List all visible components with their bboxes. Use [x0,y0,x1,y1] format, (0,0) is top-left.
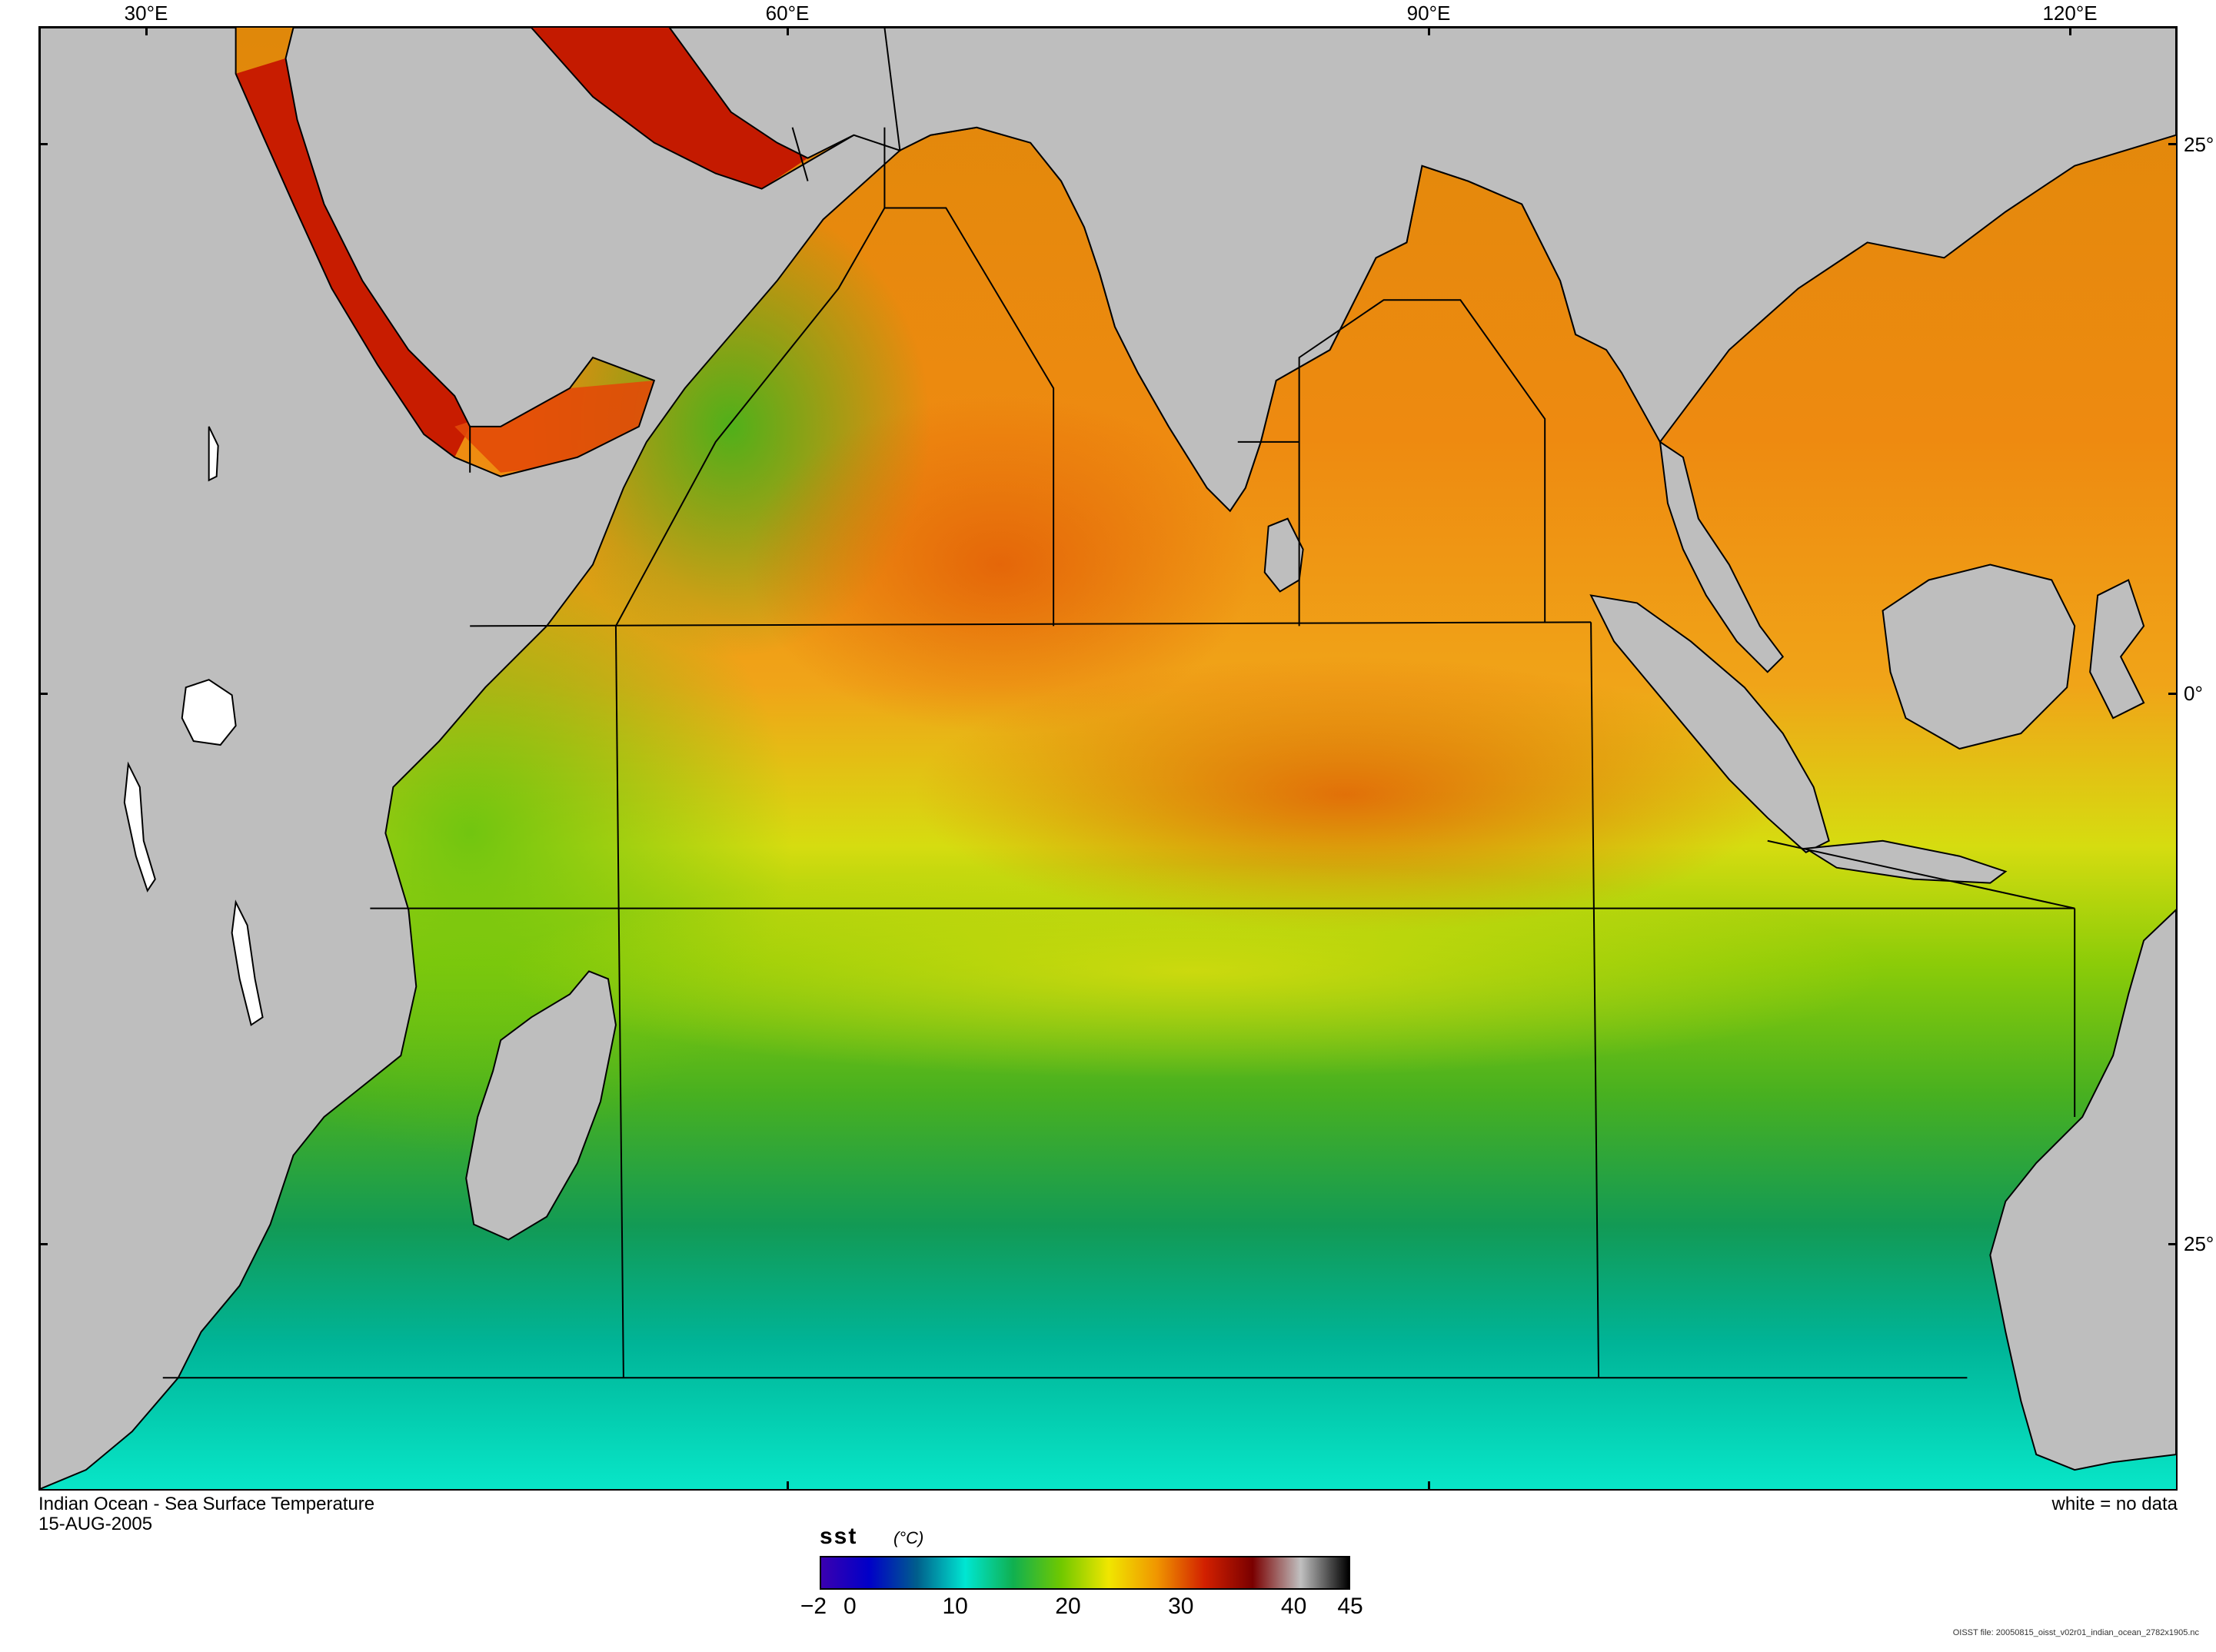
lat-tick-25n-right [2168,143,2178,145]
colorbar [820,1556,1350,1590]
lon-label-90e: 90°E [1406,2,1451,25]
region-line-west-box [614,626,624,1378]
region-line-oman [791,127,809,181]
colorbar-label-40: 40 [1280,1594,1307,1619]
lat-label-0: 0° [2184,682,2203,705]
lat-tick-0-left [38,693,48,695]
region-line-east-box [1590,622,1600,1378]
sst-map [38,26,2178,1491]
lon-label-30e: 30°E [124,2,168,25]
lat-tick-0-right [2168,693,2178,695]
lon-tick-60e-bottom [787,1481,789,1491]
region-bay-of-bengal [1298,299,1546,627]
colorbar-label-45: 45 [1337,1594,1363,1619]
colorbar-label-30: 30 [1168,1594,1194,1619]
colorbar-variable: sst [820,1524,858,1549]
no-data-lake-tanganyika [123,761,156,892]
no-data-note: white = no data [2051,1494,2178,1514]
land-borneo [1882,563,2076,750]
arabian-sea-warm [746,395,1253,734]
land-himalaya-block [883,28,2176,513]
land-malay-peninsula [1659,440,1785,673]
file-note: OISST file: 20050815_oisst_v02r01_indian… [1952,1628,2199,1637]
map-title: Indian Ocean - Sea Surface Temperature [38,1494,375,1514]
equatorial-warm [915,656,1775,933]
no-data-lake-turkana [208,426,219,482]
colorbar-label-0: 0 [843,1594,857,1619]
transition-band [501,863,1883,1079]
colorbar-label-neg2: −2 [800,1594,827,1619]
land-sulawesi [2089,579,2145,720]
sst-map-canvas [40,28,2176,1489]
land-madagascar [465,970,617,1241]
lat-label-25n: 25° [2184,133,2214,156]
no-data-lake-malawi [231,899,264,1026]
persian-gulf [531,28,808,189]
colorbar-label-10: 10 [942,1594,968,1619]
lat-tick-25s-right [2168,1243,2178,1245]
lon-tick-90e-bottom [1428,1481,1430,1491]
region-line-java [1767,839,2075,909]
colorbar-units: (°C) [893,1528,924,1547]
red-sea [235,58,471,457]
no-data-lake-victoria [181,679,237,746]
lat-tick-25n-left [38,143,48,145]
lat-label-25s: 25° [2184,1232,2214,1255]
land-java [1803,839,2008,884]
lon-tick-60e [787,26,789,35]
land-africa-arabia [40,28,902,1489]
land-australia [1989,909,2176,1471]
map-date: 15-AUG-2005 [38,1514,153,1534]
region-line-equator [470,621,1592,627]
colorbar-label-20: 20 [1055,1594,1081,1619]
lat-tick-25s-left [38,1243,48,1245]
lon-tick-120e [2069,26,2071,35]
lon-tick-30e [145,26,148,35]
lon-tick-90e [1428,26,1430,35]
lon-label-120e: 120°E [2042,2,2098,25]
lon-label-60e: 60°E [765,2,810,25]
